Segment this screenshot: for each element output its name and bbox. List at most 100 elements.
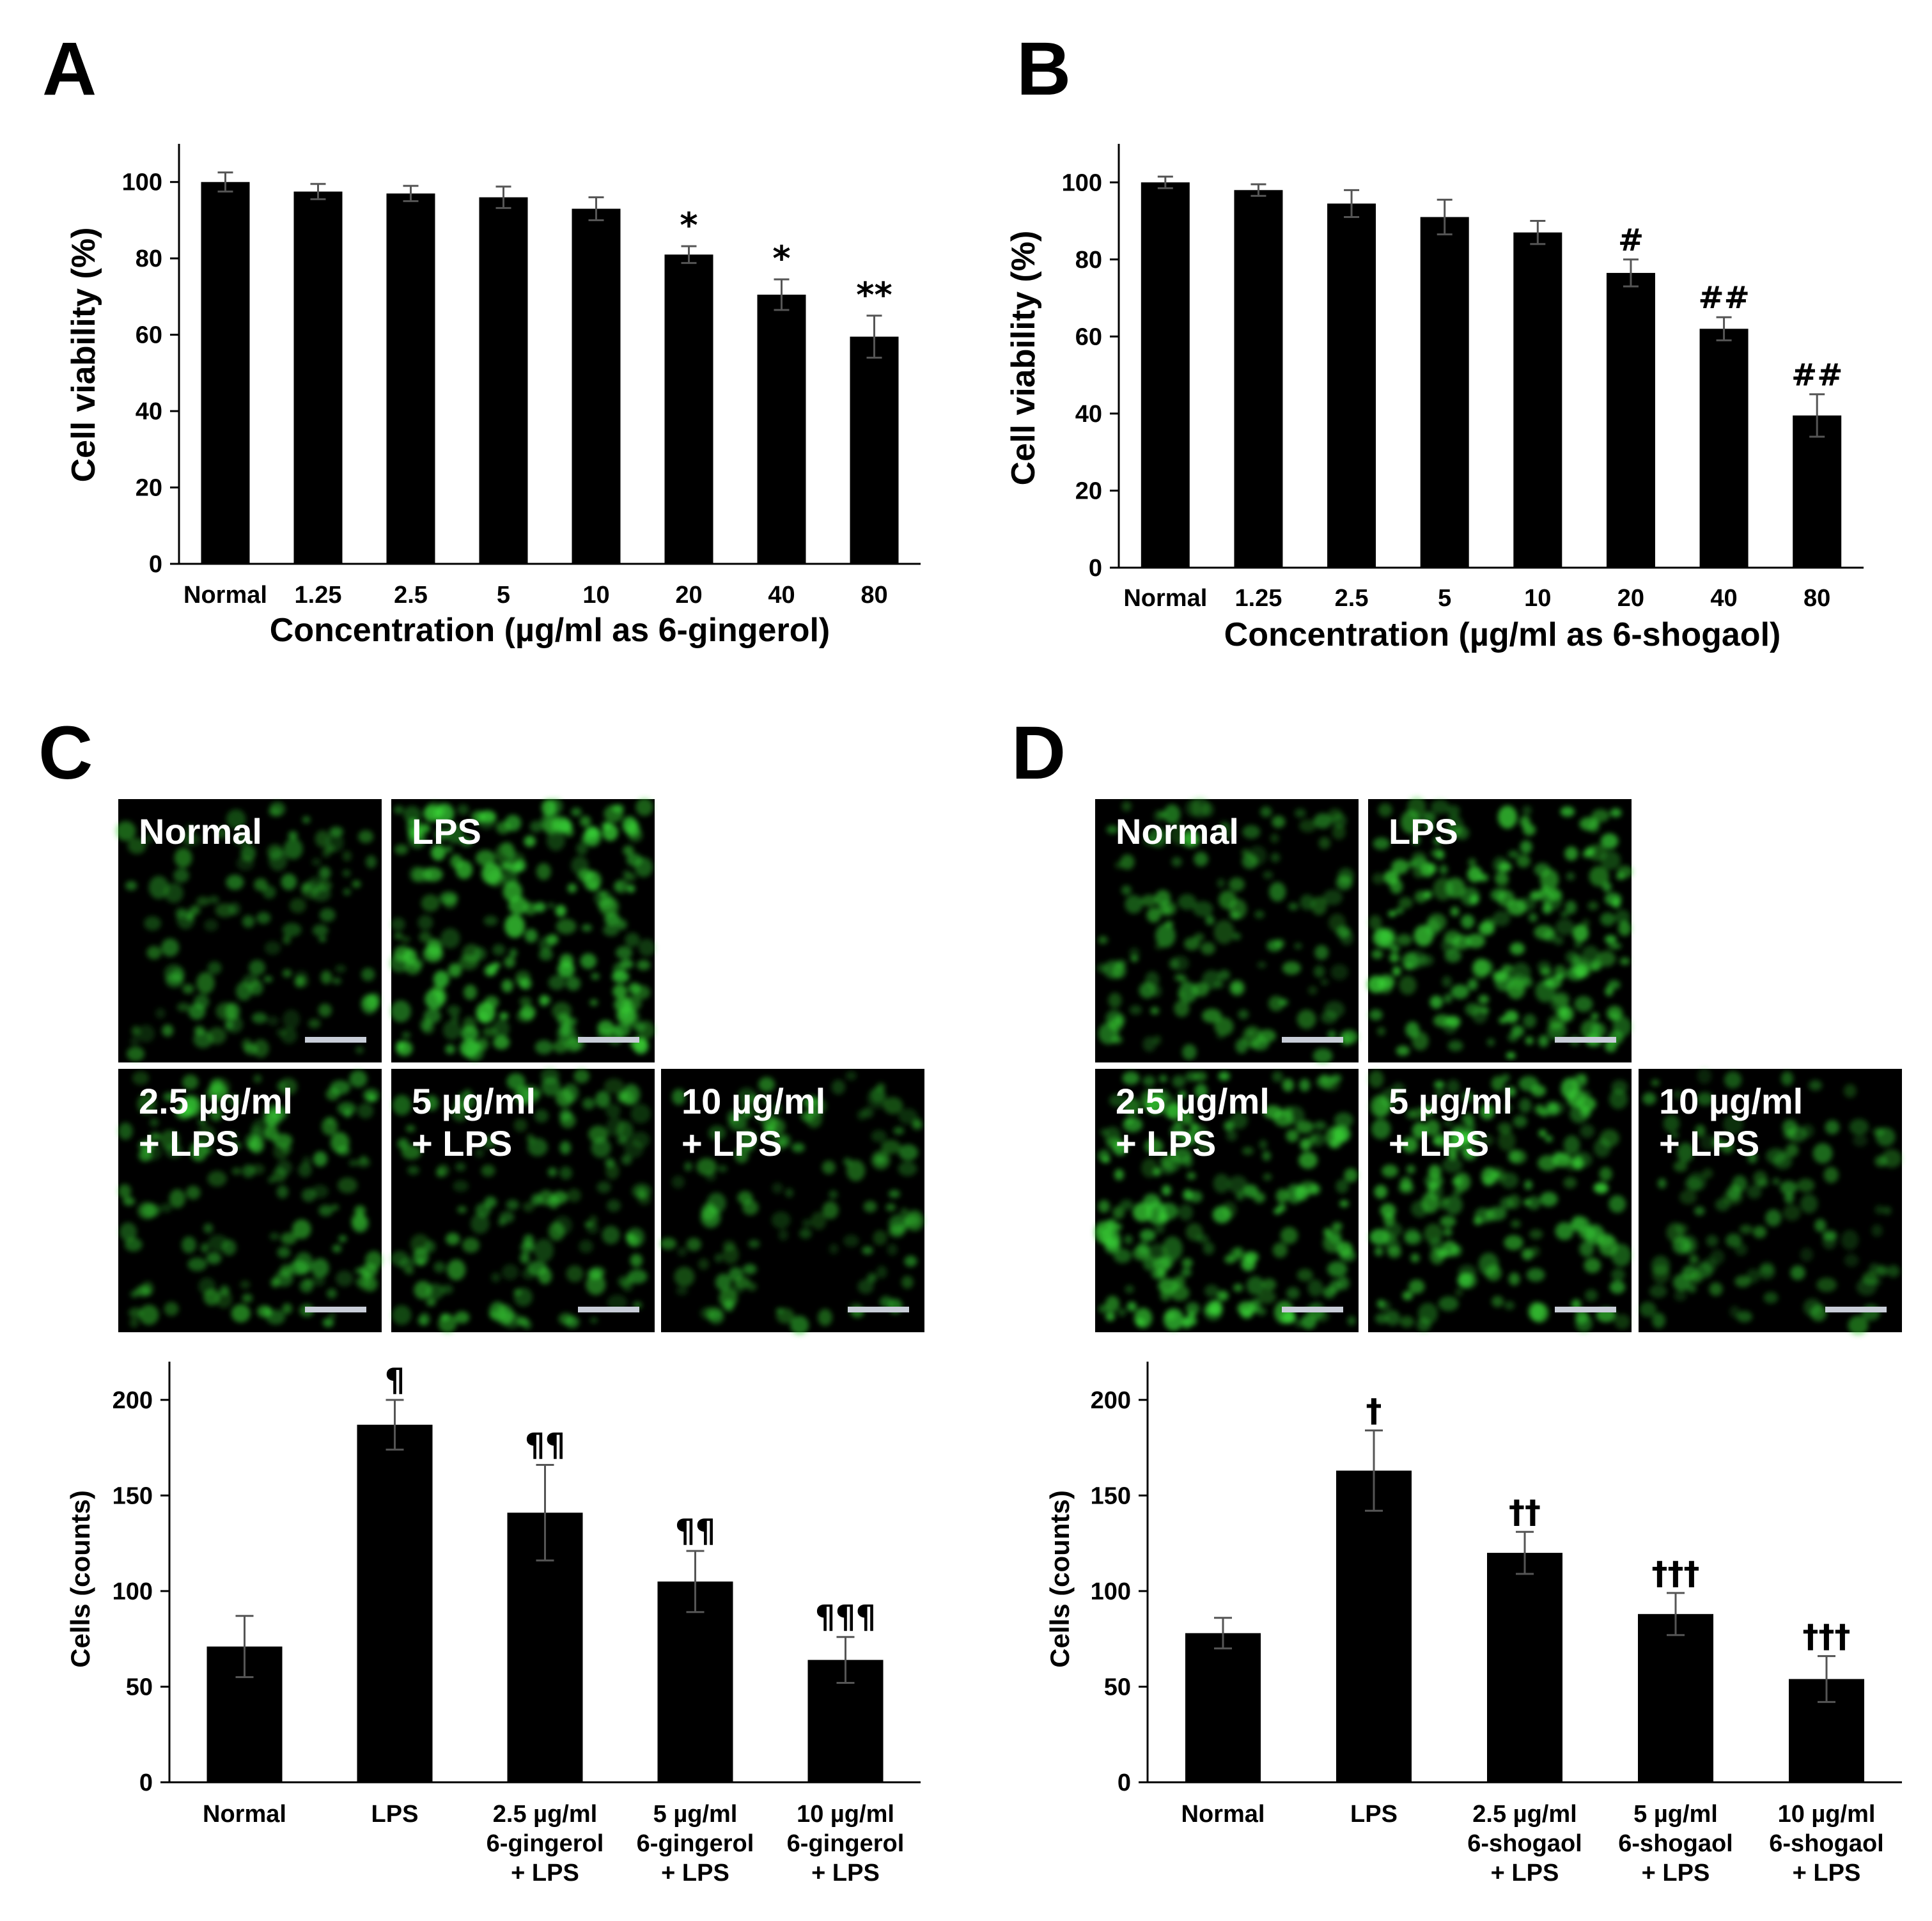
cell xyxy=(1483,1176,1494,1186)
cell xyxy=(1511,974,1527,991)
cell xyxy=(312,924,329,937)
cell xyxy=(407,1165,419,1175)
cell xyxy=(536,863,551,880)
cell xyxy=(1706,1234,1718,1247)
cell xyxy=(237,855,254,871)
micrograph-background xyxy=(661,1069,924,1332)
cell xyxy=(1874,1205,1885,1215)
cell xyxy=(1673,1161,1688,1172)
cell xyxy=(1529,913,1538,922)
y-tick-label: 0 xyxy=(1089,555,1102,582)
cell xyxy=(1182,1156,1193,1168)
cell xyxy=(1430,995,1443,1009)
cell xyxy=(629,820,639,828)
cell xyxy=(548,1222,565,1241)
cell xyxy=(636,960,651,970)
cell xyxy=(1375,1313,1389,1324)
cell xyxy=(1109,1094,1126,1107)
cell xyxy=(1328,808,1343,821)
cell xyxy=(1460,887,1480,906)
x-tick-label: 10 xyxy=(1524,585,1551,612)
cell xyxy=(1500,1172,1519,1188)
cell xyxy=(1527,1195,1541,1210)
cell xyxy=(1114,861,1124,869)
cell-cluster xyxy=(1096,797,1359,1064)
cell xyxy=(1129,1005,1142,1015)
chart-a: 0 20 40 60 80 100 Cell viability (%) Concentrat… xyxy=(65,144,921,649)
cell xyxy=(226,875,244,891)
cell xyxy=(586,1273,606,1295)
cell xyxy=(389,954,410,973)
micrograph-label: Normal xyxy=(1116,811,1239,852)
x-tick-label: LPS xyxy=(1350,1801,1398,1828)
cell xyxy=(1243,1184,1259,1198)
cell xyxy=(483,1136,496,1149)
x-tick-label: + LPS xyxy=(1491,1860,1559,1886)
cell xyxy=(1518,1098,1532,1113)
cell xyxy=(499,1012,509,1020)
significance-mark: †† xyxy=(1509,1493,1541,1530)
cell xyxy=(1229,911,1240,920)
cell xyxy=(215,1290,233,1309)
cell xyxy=(502,881,522,902)
cell xyxy=(176,1002,191,1012)
cell xyxy=(431,844,446,861)
cell xyxy=(1478,995,1490,1004)
cell xyxy=(198,1118,206,1126)
micrograph-label: 10 µg/ml xyxy=(682,1081,825,1121)
cell xyxy=(1327,1261,1348,1277)
cell xyxy=(1146,907,1161,923)
cell xyxy=(1294,808,1306,818)
cell xyxy=(576,842,588,855)
micrograph-label: + LPS xyxy=(1116,1123,1216,1163)
cell xyxy=(1680,1235,1698,1255)
y-tick-label: 80 xyxy=(136,245,162,272)
x-tick-label: 6-gingerol xyxy=(637,1830,754,1857)
cell xyxy=(1673,1090,1683,1100)
cell-cluster xyxy=(1639,1068,1902,1335)
cell xyxy=(1572,924,1589,942)
cell xyxy=(802,1096,820,1108)
cell xyxy=(1320,1011,1337,1024)
cell xyxy=(1269,882,1286,902)
x-tick-label: 5 xyxy=(497,582,510,609)
cell xyxy=(1288,902,1298,911)
cell xyxy=(1614,1314,1630,1330)
cell xyxy=(355,1046,364,1054)
cell xyxy=(332,1244,342,1253)
y-tick-label: 0 xyxy=(1118,1769,1131,1796)
cell xyxy=(583,871,602,891)
cell xyxy=(520,1241,535,1253)
cell xyxy=(1695,1124,1706,1137)
cell xyxy=(1848,1316,1869,1335)
cell xyxy=(1158,1075,1168,1083)
cell xyxy=(538,949,553,961)
cell xyxy=(627,884,635,893)
cell xyxy=(188,1003,206,1020)
cell xyxy=(549,798,563,815)
cell xyxy=(589,1317,598,1324)
cell xyxy=(1111,963,1126,979)
cell xyxy=(311,858,322,866)
cell xyxy=(1275,1188,1289,1204)
cell xyxy=(1112,1223,1123,1231)
cell xyxy=(700,1206,721,1228)
micrograph-label: 10 µg/ml xyxy=(1659,1081,1803,1121)
cell xyxy=(1593,1138,1611,1158)
cell xyxy=(489,1302,506,1321)
cell xyxy=(534,1039,553,1055)
cell xyxy=(1296,1120,1314,1134)
cell xyxy=(269,1233,279,1241)
x-tick-label: + LPS xyxy=(811,1860,880,1886)
cell xyxy=(160,1203,173,1213)
cell xyxy=(1687,1283,1697,1293)
x-tick-label: 6-shogaol xyxy=(1467,1830,1582,1857)
cell xyxy=(1499,1016,1507,1024)
cell xyxy=(325,833,345,852)
cell xyxy=(1822,1230,1837,1241)
cell xyxy=(136,1286,151,1297)
micrograph-tile: 2.5 µg/ml+ LPS xyxy=(118,1069,383,1332)
cell xyxy=(1242,1025,1263,1048)
y-tick-label: 100 xyxy=(122,169,162,196)
cell xyxy=(1856,1278,1877,1296)
